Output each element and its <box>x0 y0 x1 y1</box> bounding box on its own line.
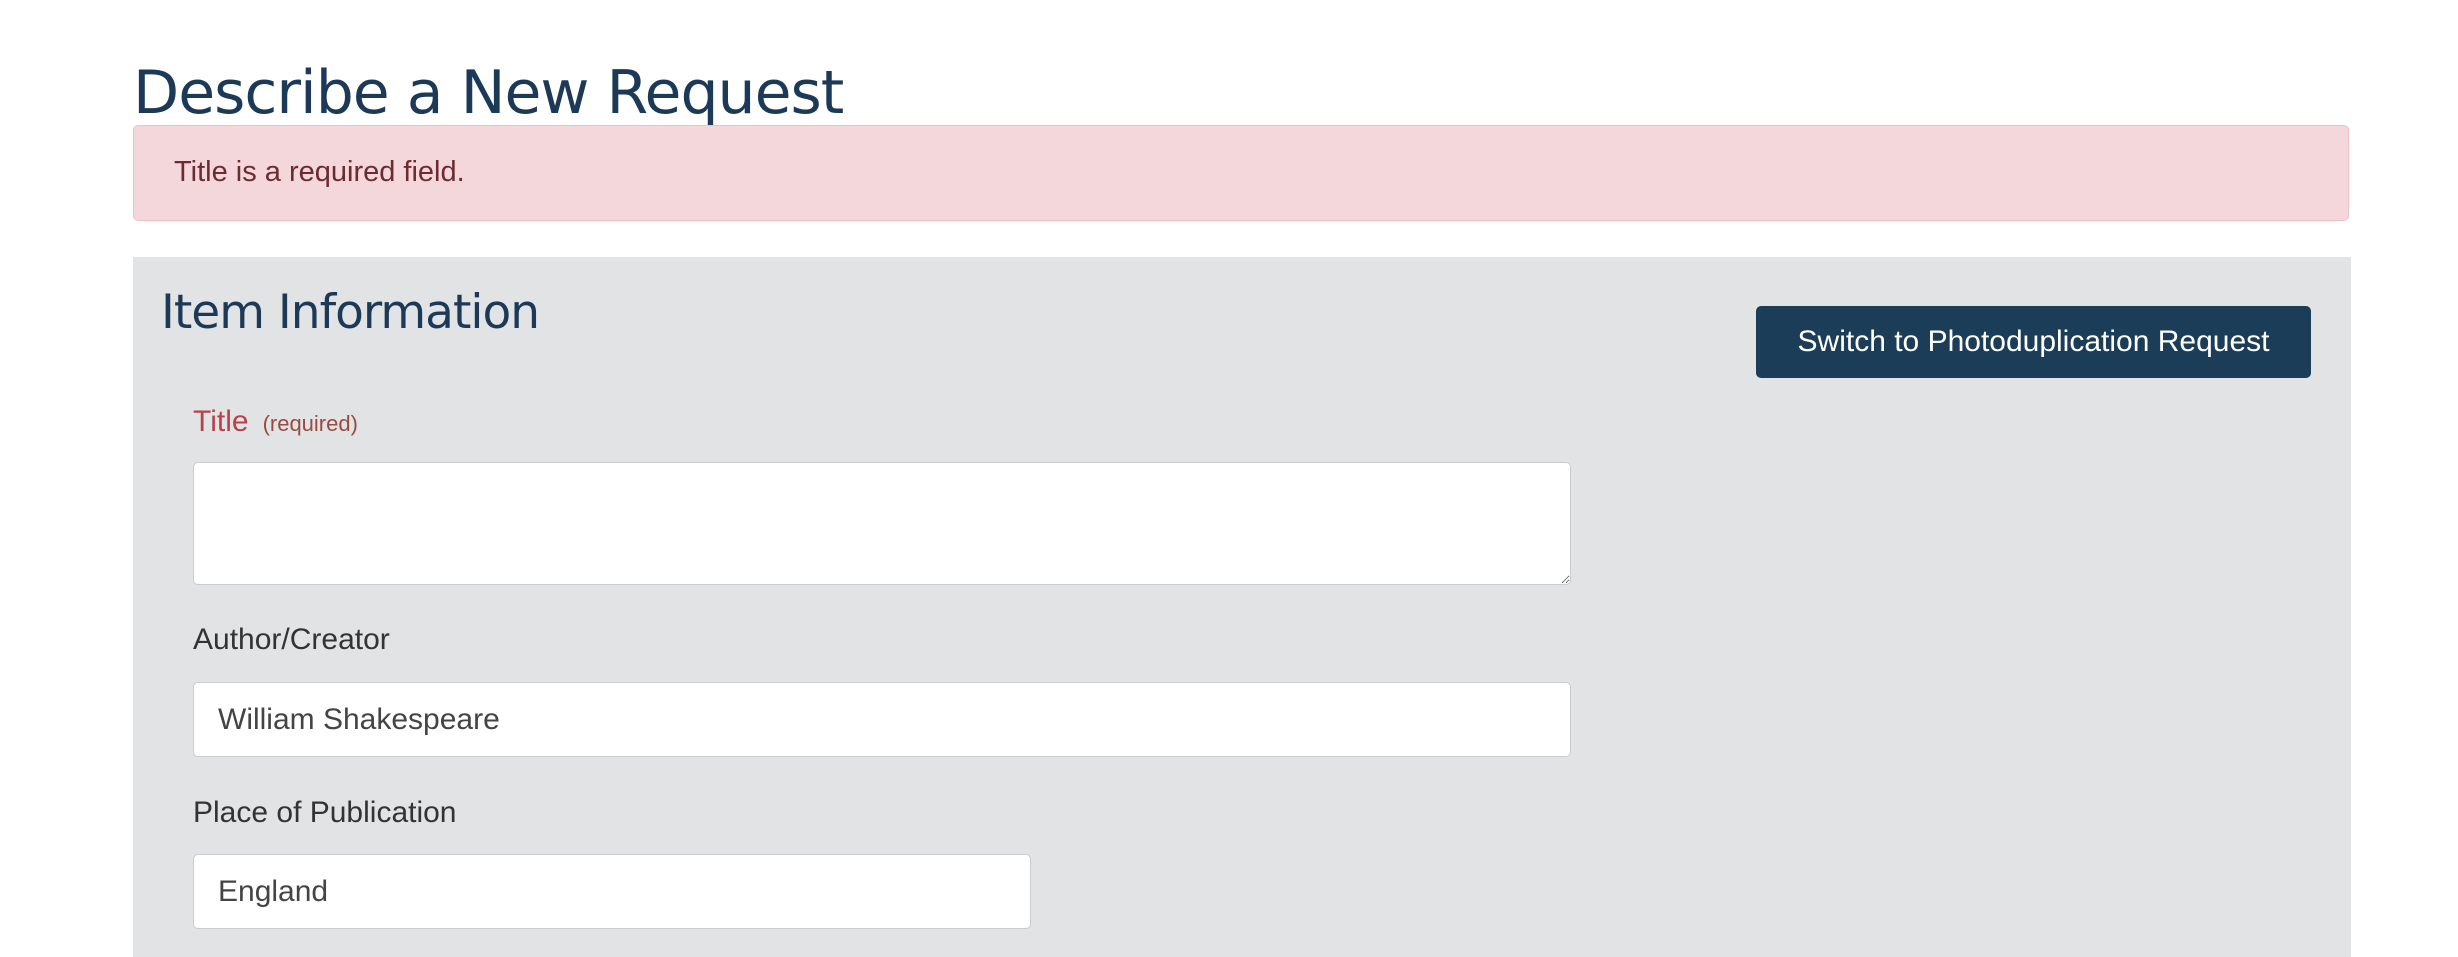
required-hint: (required) <box>262 411 358 436</box>
page-title: Describe a New Request <box>133 58 844 129</box>
section-title: Item Information <box>161 285 540 340</box>
error-message: Title is a required field. <box>174 156 465 188</box>
place-input[interactable] <box>193 854 1031 929</box>
title-label: Title (required) <box>193 405 358 439</box>
author-input[interactable] <box>193 682 1571 757</box>
switch-to-photoduplication-button[interactable]: Switch to Photoduplication Request <box>1756 306 2311 378</box>
title-label-text: Title <box>193 405 249 438</box>
error-alert: Title is a required field. <box>133 125 2349 221</box>
place-label: Place of Publication <box>193 796 457 829</box>
title-input[interactable] <box>193 462 1571 585</box>
item-information-panel: Item Information Switch to Photoduplicat… <box>133 257 2351 957</box>
author-label: Author/Creator <box>193 623 390 656</box>
